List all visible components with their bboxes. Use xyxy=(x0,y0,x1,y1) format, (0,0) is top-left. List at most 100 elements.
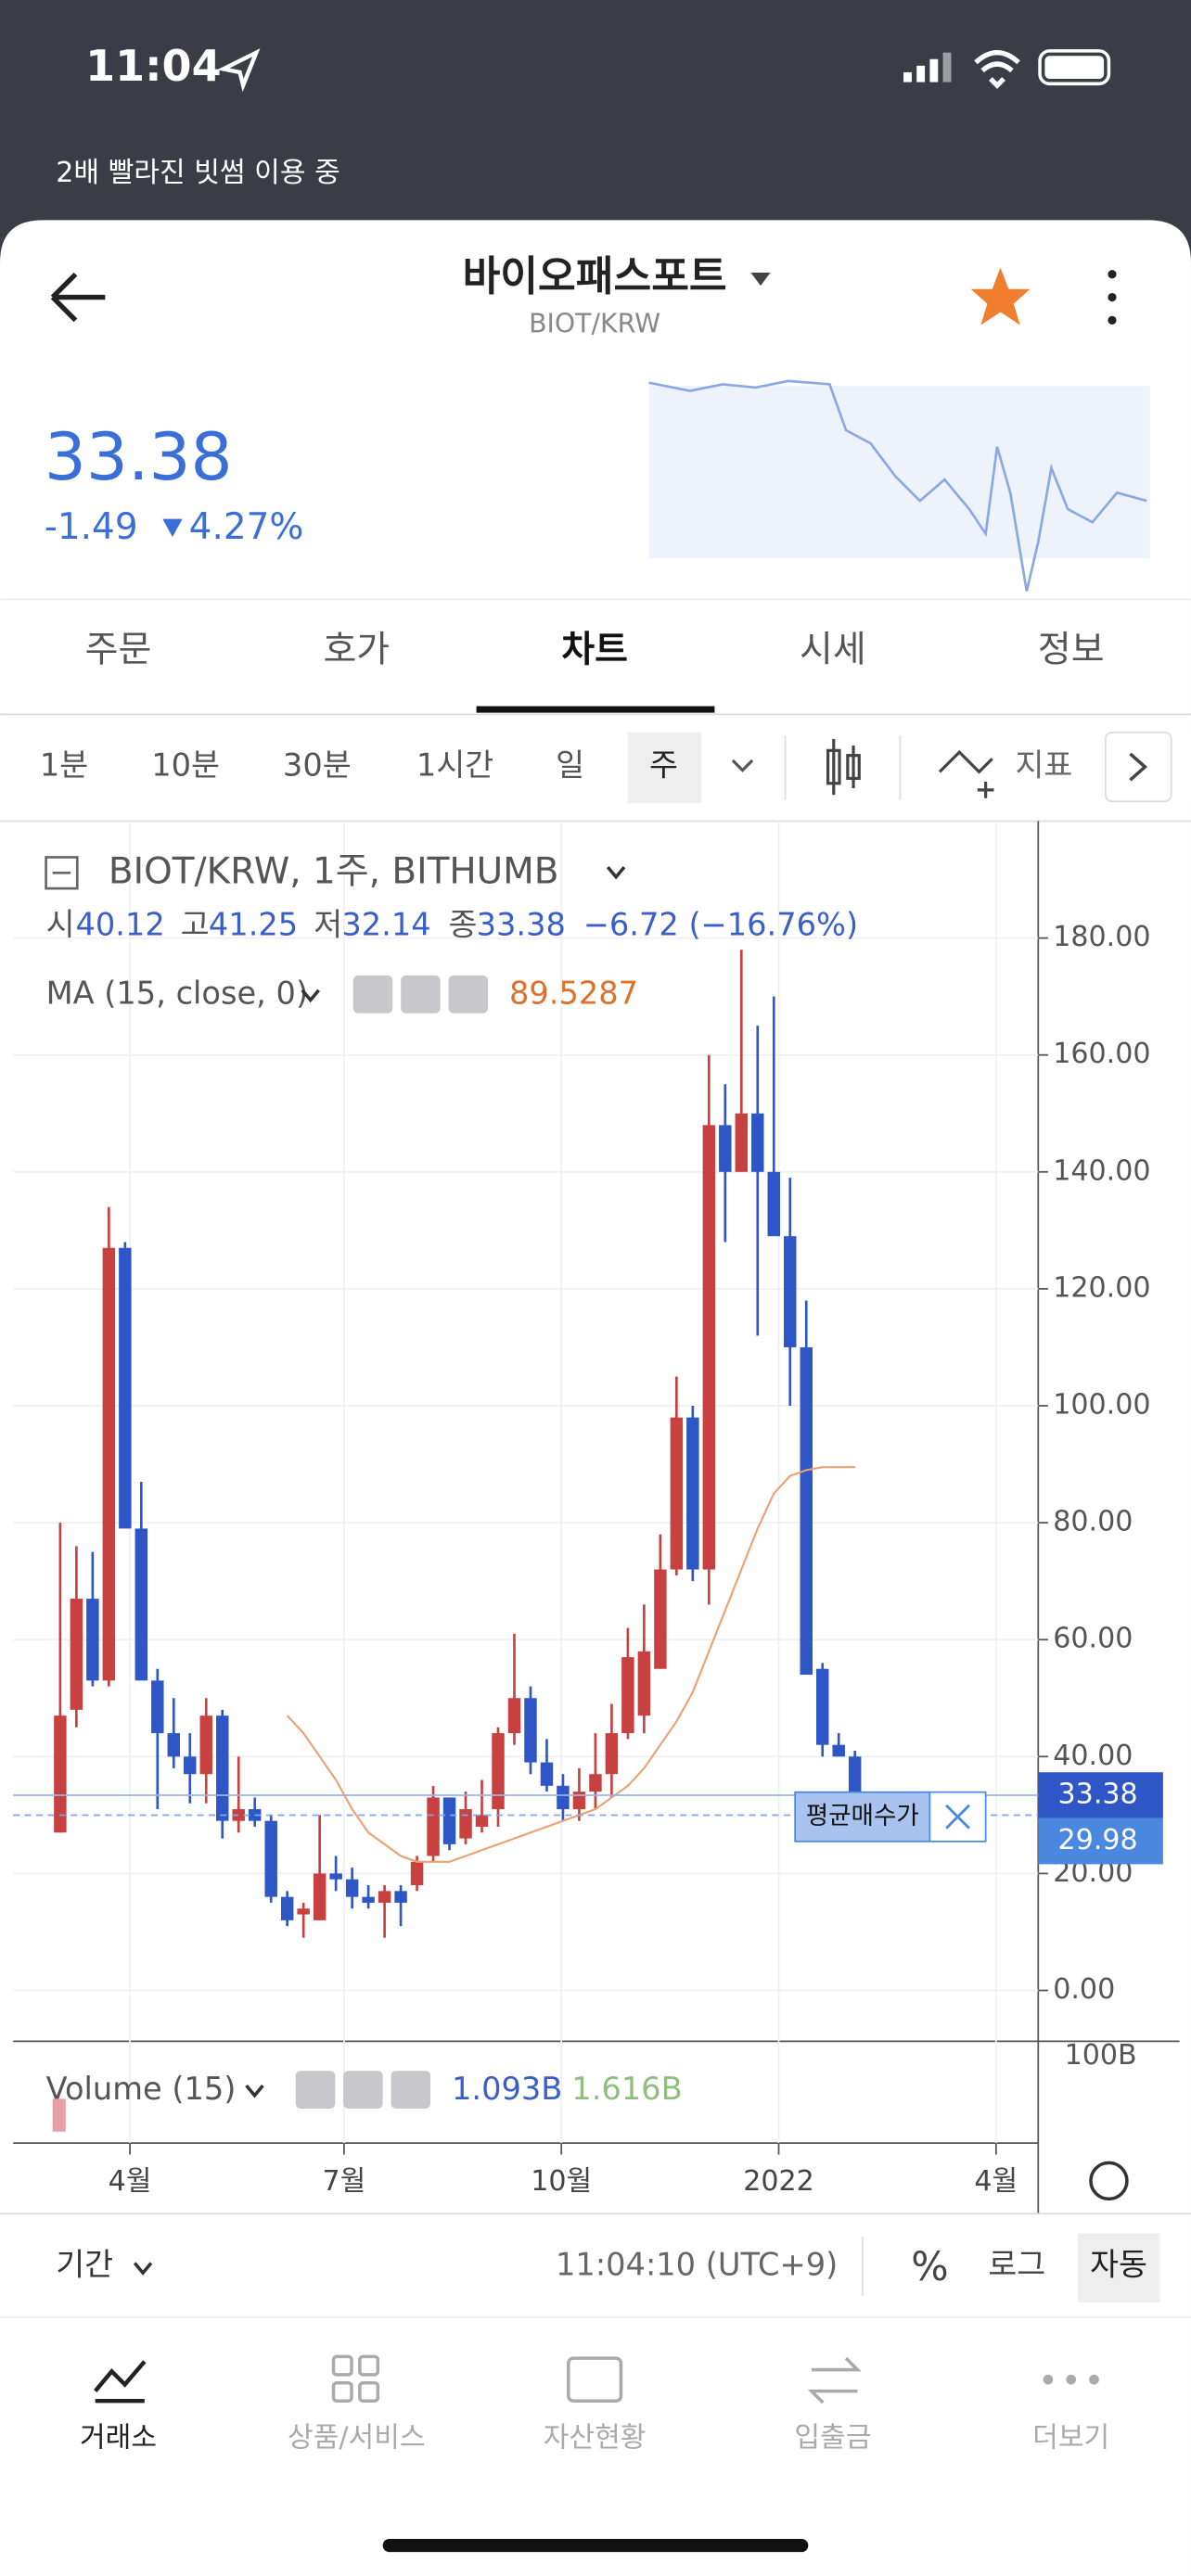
candle-body xyxy=(702,1125,716,1570)
candle-body xyxy=(362,1896,375,1903)
candle-body xyxy=(345,1879,359,1897)
nav-icon[interactable] xyxy=(567,2356,623,2403)
tab[interactable]: 주문 xyxy=(85,630,152,671)
tab-underline xyxy=(476,706,715,713)
candle-body xyxy=(767,1171,780,1237)
symbol-dropdown[interactable] xyxy=(606,865,626,880)
more-menu[interactable] xyxy=(1108,270,1117,325)
interval[interactable]: 1시간 xyxy=(416,747,493,784)
ohlc-key: 고 xyxy=(181,906,210,942)
candle-body xyxy=(329,1873,342,1880)
log-button[interactable]: 로그 xyxy=(988,2246,1045,2282)
candle-body xyxy=(507,1698,521,1734)
candle-body xyxy=(784,1236,797,1347)
period-button[interactable]: 기간 xyxy=(56,2246,113,2282)
status-background xyxy=(0,0,1191,263)
title-dropdown[interactable] xyxy=(750,272,771,287)
y-tick-label: 140.00 xyxy=(1053,1154,1150,1187)
ma-value: 89.5287 xyxy=(509,976,638,1012)
interval-dropdown[interactable] xyxy=(731,759,754,772)
volume-value: 1.093B xyxy=(452,2071,562,2107)
battery-icon xyxy=(1038,49,1111,86)
collapse-icon[interactable] xyxy=(45,856,79,890)
candle-body xyxy=(86,1599,99,1681)
avg-price-close xyxy=(945,1804,970,1830)
price-change-pct: 4.27% xyxy=(189,506,304,548)
interval-selected-bg xyxy=(627,732,702,804)
period-dropdown[interactable] xyxy=(133,2262,153,2276)
candle-body xyxy=(557,1785,570,1810)
interval[interactable]: 일 xyxy=(556,747,584,784)
ohlc-value: 41.25 xyxy=(209,906,298,942)
interval[interactable]: 10분 xyxy=(151,747,220,784)
ma-controls[interactable] xyxy=(352,975,488,1014)
y-tick-label: 80.00 xyxy=(1053,1506,1133,1538)
volume-legend: Volume (15) xyxy=(46,2071,237,2107)
auto-button[interactable]: 자동 xyxy=(1090,2246,1147,2282)
price-tag-label: 33.38 xyxy=(1058,1779,1138,1811)
card xyxy=(0,220,1191,2576)
banner-text: 2배 빨라진 빗썸 이용 중 xyxy=(56,157,340,189)
candle-body xyxy=(540,1762,554,1786)
nav-icon[interactable] xyxy=(94,2360,147,2404)
nav-label[interactable]: 입출금 xyxy=(794,2421,871,2454)
nav-icon[interactable] xyxy=(331,2354,380,2403)
y-tick-label: 40.00 xyxy=(1053,1740,1133,1772)
indicator-icon[interactable] xyxy=(938,749,994,798)
ohlc-value: 40.12 xyxy=(75,906,164,942)
status-time: 11:04 xyxy=(85,41,222,91)
tab-active[interactable]: 차트 xyxy=(561,630,628,671)
candle-body xyxy=(832,1744,845,1757)
candle-body xyxy=(313,1873,327,1920)
sparkline-area xyxy=(648,386,1150,559)
y-tick-label: 0.00 xyxy=(1053,1973,1115,2006)
tab[interactable]: 정보 xyxy=(1038,630,1105,671)
scroll-right-button[interactable] xyxy=(1105,731,1172,803)
nav-icon[interactable] xyxy=(807,2356,862,2404)
plot: 33.38 29.98 평균매수가 xyxy=(13,950,1163,1938)
auto-bg xyxy=(1077,2233,1160,2302)
candle-body xyxy=(442,1797,456,1844)
candle-body xyxy=(199,1715,212,1775)
candle-body xyxy=(605,1733,619,1775)
battery-level xyxy=(1044,56,1105,80)
location-icon xyxy=(217,48,261,93)
avg-price-tag xyxy=(1038,1817,1163,1865)
nav-label[interactable]: 더보기 xyxy=(1032,2421,1109,2454)
tab[interactable]: 시세 xyxy=(800,630,866,671)
settings-icon[interactable] xyxy=(1089,2161,1129,2201)
percent-button[interactable]: % xyxy=(911,2245,948,2290)
back-button[interactable] xyxy=(50,272,106,323)
coin-title[interactable]: 바이오패스포트 xyxy=(463,253,727,300)
interval[interactable]: 30분 xyxy=(283,747,352,784)
y-tick-label: 180.00 xyxy=(1053,921,1150,953)
interval[interactable]: 1분 xyxy=(40,747,88,784)
tab[interactable]: 호가 xyxy=(323,630,390,671)
candle-body xyxy=(751,1113,764,1172)
nav-label[interactable]: 상품/서비스 xyxy=(288,2421,426,2454)
interval-active[interactable]: 주 xyxy=(649,747,678,784)
volume-dropdown[interactable] xyxy=(245,2085,264,2098)
volume-controls[interactable] xyxy=(295,2071,431,2109)
x-tick-label: 10월 xyxy=(531,2165,592,2198)
nav-label[interactable]: 자산현황 xyxy=(544,2421,647,2454)
y-tick-label: 160.00 xyxy=(1053,1038,1150,1070)
nav-label-active[interactable]: 거래소 xyxy=(80,2421,157,2454)
ma-dropdown[interactable] xyxy=(301,988,320,1003)
chart-type-button[interactable] xyxy=(826,738,861,796)
ohlc-value: 33.38 xyxy=(477,906,566,942)
indicator-button[interactable]: 지표 xyxy=(1015,747,1072,784)
candle-body xyxy=(119,1247,132,1529)
ohlc-key: 종 xyxy=(448,906,477,942)
coin-pair: BIOT/KRW xyxy=(529,309,660,339)
candle-body xyxy=(524,1698,537,1763)
favorite-star[interactable] xyxy=(970,267,1031,325)
candle-body xyxy=(735,1113,749,1172)
candle-body xyxy=(167,1733,181,1757)
candle-body xyxy=(686,1417,699,1570)
chevron-right xyxy=(1129,752,1148,782)
volume-value: 1.616B xyxy=(571,2071,682,2107)
nav-icon[interactable] xyxy=(1043,2374,1099,2385)
ohlc-change: −6.72 (−16.76%) xyxy=(583,906,858,942)
